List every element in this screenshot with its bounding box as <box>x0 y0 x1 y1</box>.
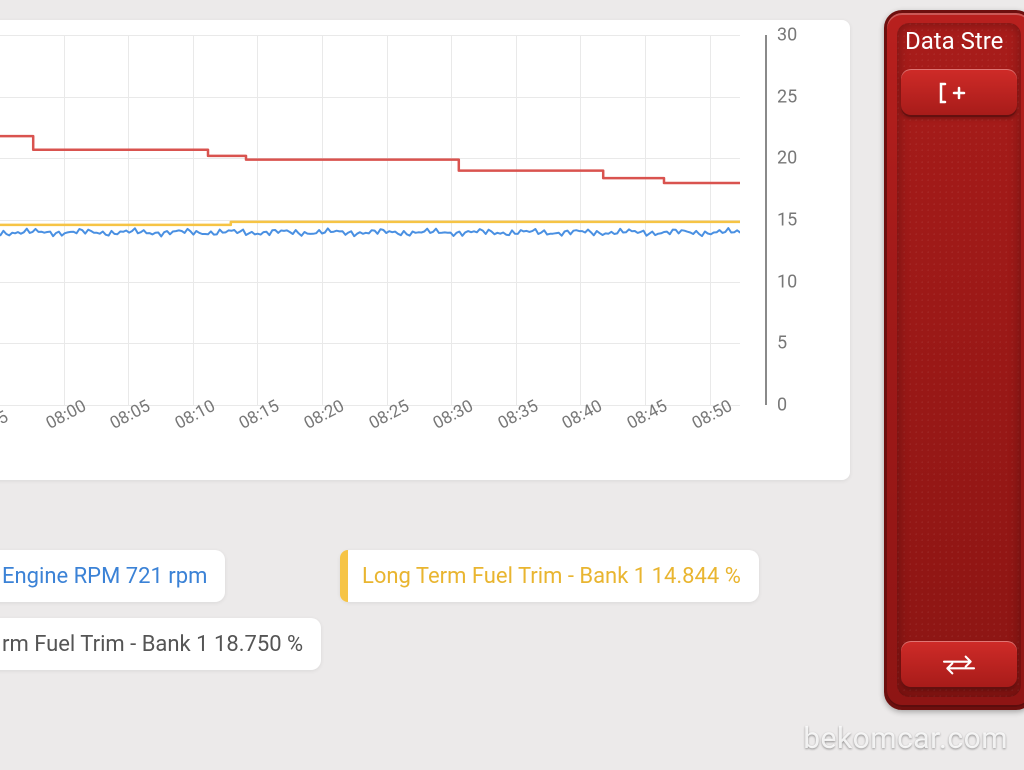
x-tick-label: 55 <box>0 407 12 434</box>
chart-x-axis: 5508:0008:0508:1008:1508:2008:2508:3008:… <box>0 410 740 440</box>
watermark-text: bekomcar.com <box>803 721 1008 756</box>
legend-pill-rpm[interactable]: Engine RPM 721 rpm <box>0 550 225 602</box>
app-root: 0 5 10 15 20 25 30 5508:0008:0508:1008:1508:20… <box>0 0 1024 770</box>
legend-label-rpm: Engine RPM 721 rpm <box>2 564 207 589</box>
swap-arrows-icon <box>939 653 979 677</box>
series-line <box>0 136 740 183</box>
y-tick-label: 30 <box>777 25 797 46</box>
grid-line-h <box>0 405 740 406</box>
bracket-plus-icon <box>939 81 979 105</box>
y-tick-label: 0 <box>777 395 787 416</box>
side-panel-add-button[interactable] <box>901 69 1017 117</box>
y-tick-label: 25 <box>777 86 797 107</box>
chart-card: 0 5 10 15 20 25 30 5508:0008:0508:1008:1508:20… <box>0 20 850 480</box>
legend-label-stft: rm Fuel Trim - Bank 1 18.750 % <box>2 632 303 657</box>
legend-label-ltft: Long Term Fuel Trim - Bank 1 14.844 % <box>362 564 741 589</box>
chart-plot-area <box>0 35 740 405</box>
side-panel-swap-button[interactable] <box>901 641 1017 689</box>
legend-swatch-ltft <box>340 550 348 602</box>
y-axis-line <box>765 35 767 405</box>
side-panel: Data Stre <box>884 10 1024 710</box>
legend-pill-ltft[interactable]: Long Term Fuel Trim - Bank 1 14.844 % <box>340 550 759 602</box>
y-tick-label: 10 <box>777 271 797 292</box>
y-tick-label: 5 <box>777 333 787 354</box>
side-panel-title: Data Stre <box>905 27 1024 55</box>
legend-pill-stft[interactable]: rm Fuel Trim - Bank 1 18.750 % <box>0 618 321 670</box>
series-line <box>0 222 740 225</box>
chart-svg <box>0 35 740 405</box>
side-panel-texture <box>897 23 1021 697</box>
chart-y-axis: 051015202530 <box>765 35 835 405</box>
y-tick-label: 20 <box>777 148 797 169</box>
series-line <box>0 228 740 236</box>
y-tick-label: 15 <box>777 210 797 231</box>
